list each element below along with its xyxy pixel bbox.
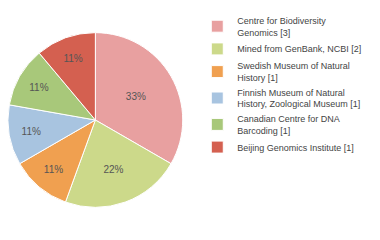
svg-text:Centre for BiodiversityGenomic: Centre for BiodiversityGenomics [3] bbox=[237, 16, 326, 38]
svg-text:11%: 11% bbox=[29, 82, 48, 93]
svg-text:33%: 33% bbox=[126, 91, 146, 102]
svg-text:Canadian Centre for DNABarcodi: Canadian Centre for DNABarcoding [1] bbox=[237, 114, 340, 136]
svg-text:Finnish Museum of NaturalHisto: Finnish Museum of NaturalHistory, Zoolog… bbox=[237, 88, 360, 110]
svg-text:Mined from GenBank, NCBI [2]: Mined from GenBank, NCBI [2] bbox=[237, 44, 361, 54]
svg-text:11%: 11% bbox=[44, 164, 63, 175]
svg-text:11%: 11% bbox=[22, 126, 41, 137]
svg-text:Swedish Museum of NaturalHisto: Swedish Museum of NaturalHistory [1] bbox=[237, 61, 350, 83]
svg-text:Beijing Genomics Institute [1]: Beijing Genomics Institute [1] bbox=[237, 143, 354, 153]
svg-text:22%: 22% bbox=[103, 164, 123, 175]
svg-text:11%: 11% bbox=[63, 53, 82, 64]
